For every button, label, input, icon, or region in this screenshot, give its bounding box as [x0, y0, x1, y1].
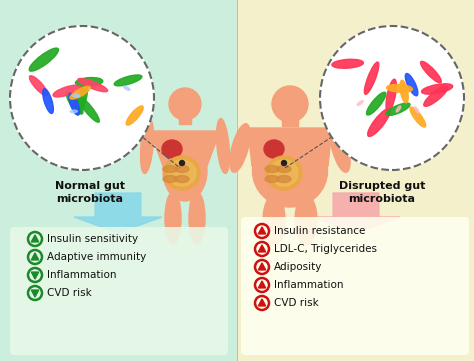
Ellipse shape — [168, 160, 196, 186]
Bar — [0, 0, 237, 361]
Ellipse shape — [421, 84, 453, 94]
Polygon shape — [258, 245, 265, 252]
Ellipse shape — [66, 92, 83, 114]
Text: Normal gut
microbiota: Normal gut microbiota — [55, 181, 125, 204]
Ellipse shape — [365, 62, 379, 94]
Text: Adiposity: Adiposity — [274, 262, 322, 272]
Ellipse shape — [163, 165, 177, 173]
Ellipse shape — [29, 76, 48, 96]
Ellipse shape — [265, 175, 279, 183]
Polygon shape — [258, 281, 265, 288]
Ellipse shape — [75, 78, 103, 87]
Polygon shape — [312, 193, 400, 233]
Text: Inflammation: Inflammation — [274, 280, 344, 290]
Ellipse shape — [264, 140, 284, 158]
Ellipse shape — [165, 192, 181, 244]
Ellipse shape — [295, 195, 317, 245]
Text: Insulin sensitivity: Insulin sensitivity — [47, 234, 138, 244]
Ellipse shape — [270, 160, 298, 186]
FancyBboxPatch shape — [10, 227, 228, 355]
Ellipse shape — [29, 48, 58, 71]
Ellipse shape — [189, 192, 205, 244]
Ellipse shape — [253, 135, 328, 207]
Circle shape — [282, 161, 286, 165]
Ellipse shape — [266, 156, 302, 190]
Polygon shape — [31, 235, 39, 242]
Ellipse shape — [114, 75, 142, 86]
Ellipse shape — [357, 101, 363, 105]
Ellipse shape — [410, 107, 426, 127]
Ellipse shape — [386, 79, 396, 112]
Polygon shape — [258, 299, 265, 306]
Ellipse shape — [420, 61, 441, 83]
Ellipse shape — [162, 140, 182, 158]
Ellipse shape — [387, 84, 412, 92]
Ellipse shape — [124, 86, 130, 90]
Ellipse shape — [405, 74, 418, 96]
Ellipse shape — [53, 85, 81, 97]
Bar — [179, 104, 191, 124]
Polygon shape — [74, 193, 162, 233]
Ellipse shape — [70, 86, 90, 99]
Ellipse shape — [163, 175, 177, 183]
Ellipse shape — [265, 165, 279, 173]
FancyBboxPatch shape — [241, 217, 469, 355]
Ellipse shape — [424, 86, 448, 106]
Circle shape — [10, 26, 154, 170]
Ellipse shape — [163, 141, 207, 201]
Ellipse shape — [396, 106, 401, 112]
Ellipse shape — [217, 119, 229, 173]
Ellipse shape — [414, 107, 419, 113]
Text: Insulin resistance: Insulin resistance — [274, 226, 365, 236]
Ellipse shape — [277, 165, 291, 173]
Circle shape — [272, 86, 308, 122]
Text: Adaptive immunity: Adaptive immunity — [47, 252, 146, 262]
Ellipse shape — [175, 165, 189, 173]
Text: LDL-C, Triglycerides: LDL-C, Triglycerides — [274, 244, 377, 254]
Polygon shape — [150, 131, 220, 166]
Ellipse shape — [141, 119, 154, 173]
Ellipse shape — [73, 95, 80, 97]
Ellipse shape — [330, 124, 350, 172]
Ellipse shape — [368, 109, 390, 136]
Polygon shape — [248, 128, 332, 166]
Circle shape — [180, 161, 184, 165]
Ellipse shape — [126, 106, 143, 125]
Circle shape — [169, 88, 201, 120]
Polygon shape — [31, 253, 39, 260]
Ellipse shape — [76, 84, 88, 114]
Polygon shape — [31, 290, 39, 297]
Ellipse shape — [43, 89, 54, 113]
Polygon shape — [258, 227, 265, 234]
Ellipse shape — [164, 156, 200, 190]
Ellipse shape — [78, 78, 108, 92]
Ellipse shape — [366, 92, 386, 115]
Ellipse shape — [400, 80, 408, 103]
Ellipse shape — [70, 110, 77, 113]
Ellipse shape — [277, 175, 291, 183]
Text: Inflammation: Inflammation — [47, 270, 117, 280]
Ellipse shape — [263, 195, 285, 245]
Circle shape — [320, 26, 464, 170]
Ellipse shape — [175, 175, 189, 183]
Ellipse shape — [230, 124, 250, 172]
Bar — [237, 0, 474, 361]
Text: CVD risk: CVD risk — [274, 298, 319, 308]
Ellipse shape — [332, 59, 364, 68]
Bar — [282, 104, 298, 126]
Text: CVD risk: CVD risk — [47, 288, 92, 298]
Ellipse shape — [386, 103, 410, 116]
Text: Disrupted gut
microbiota: Disrupted gut microbiota — [339, 181, 425, 204]
Ellipse shape — [77, 95, 100, 122]
Ellipse shape — [69, 93, 80, 115]
Polygon shape — [31, 272, 39, 279]
Polygon shape — [258, 263, 265, 270]
